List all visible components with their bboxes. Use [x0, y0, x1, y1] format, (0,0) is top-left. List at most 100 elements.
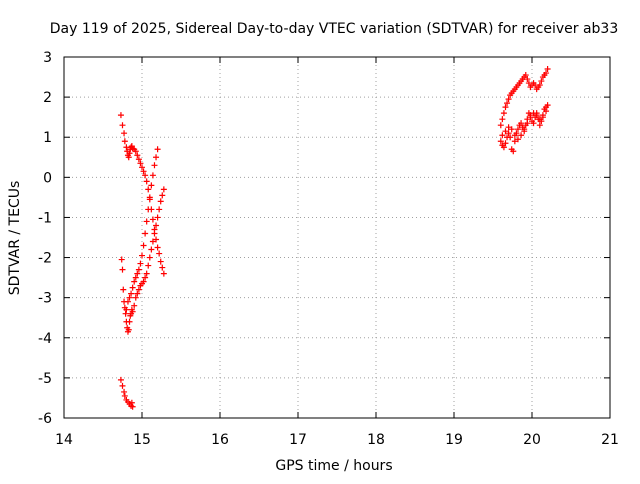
data-point — [128, 399, 135, 406]
x-tick-label: 17 — [289, 432, 307, 448]
data-point — [510, 148, 517, 155]
data-point — [505, 96, 512, 103]
data-point — [145, 206, 152, 213]
data-point — [119, 382, 126, 389]
data-point — [505, 130, 512, 137]
y-tick-label: -3 — [38, 291, 52, 307]
x-tick-label: 21 — [601, 432, 619, 448]
data-point — [140, 242, 147, 249]
data-point — [137, 160, 144, 167]
y-tick-label: 3 — [43, 50, 52, 66]
data-point — [139, 164, 145, 171]
x-tick-label: 19 — [445, 432, 463, 448]
data-point — [143, 270, 150, 277]
data-point — [154, 214, 161, 221]
x-tick-label: 18 — [367, 432, 385, 448]
data-point — [497, 122, 504, 129]
data-point — [129, 284, 136, 291]
y-axis-label: SDTVAR / TECUs — [7, 181, 23, 296]
data-point — [524, 120, 531, 127]
data-point — [154, 244, 161, 251]
series-arc-d — [123, 146, 161, 313]
data-point — [502, 104, 509, 111]
data-point — [151, 162, 158, 169]
data-point — [124, 298, 131, 305]
series-arc-b — [118, 186, 167, 335]
data-point — [126, 150, 133, 157]
data-point — [118, 256, 125, 263]
data-point — [119, 266, 126, 273]
data-point — [122, 310, 129, 317]
data-point — [132, 294, 139, 301]
y-tick-label: -2 — [38, 251, 52, 267]
series-arc-a — [117, 376, 136, 410]
data-point — [137, 260, 144, 267]
y-tick-label: 2 — [43, 90, 52, 106]
data-point — [148, 182, 155, 189]
series-arc-e — [497, 66, 551, 129]
series-arc-c — [117, 112, 167, 277]
data-point — [129, 403, 136, 410]
data-point — [131, 302, 138, 309]
data-point — [131, 278, 138, 285]
data-point — [142, 230, 149, 237]
data-point — [132, 274, 139, 281]
data-point — [143, 218, 150, 225]
data-point — [497, 138, 504, 145]
plot-frame — [63, 56, 611, 419]
data-point — [121, 130, 128, 137]
data-point — [536, 116, 543, 123]
data-point — [145, 186, 152, 193]
chart-title: Day 119 of 2025, Sidereal Day-to-day VTE… — [50, 21, 619, 37]
data-point — [508, 126, 515, 133]
data-point — [514, 126, 521, 133]
data-point — [543, 70, 550, 77]
x-tick-label: 14 — [55, 432, 73, 448]
data-point — [539, 114, 546, 121]
y-tick-label: 1 — [43, 130, 52, 146]
data-point — [151, 226, 158, 233]
data-point — [117, 376, 124, 383]
data-point — [511, 132, 518, 139]
y-tick-label: 0 — [43, 170, 52, 186]
data-point — [536, 82, 543, 89]
data-point — [149, 172, 156, 179]
data-point — [135, 156, 142, 163]
data-point — [538, 78, 545, 85]
data-point — [120, 286, 127, 293]
x-tick-label: 20 — [523, 432, 541, 448]
data-point — [522, 72, 529, 79]
data-point — [128, 290, 135, 297]
data-point — [119, 122, 126, 129]
data-point — [121, 138, 128, 145]
data-point — [518, 132, 525, 139]
data-point — [507, 134, 514, 141]
data-point — [125, 154, 132, 161]
data-point — [117, 112, 124, 119]
data-point — [524, 76, 531, 83]
data-point — [511, 138, 518, 145]
y-tick-labels: -6 -5 -4 -3 -2 -1 0 1 2 3 — [38, 50, 52, 427]
data-point — [533, 112, 540, 119]
data-point — [126, 294, 133, 301]
data-point — [148, 246, 155, 253]
data-point — [544, 66, 551, 73]
series-arc-g — [499, 108, 550, 143]
y-tick-label: -1 — [38, 210, 52, 226]
data-point — [505, 124, 512, 131]
data-point — [149, 238, 156, 245]
data-point — [139, 252, 145, 259]
data-point — [132, 148, 139, 155]
data-point — [544, 102, 551, 109]
data-point — [502, 128, 509, 135]
data-point — [134, 152, 141, 159]
y-tick-label: -6 — [38, 411, 52, 427]
data-point — [518, 120, 525, 127]
data-point — [504, 100, 511, 107]
data-point — [142, 274, 149, 281]
data-point — [160, 270, 167, 277]
data-points — [117, 66, 551, 410]
x-tick-label: 16 — [211, 432, 229, 448]
